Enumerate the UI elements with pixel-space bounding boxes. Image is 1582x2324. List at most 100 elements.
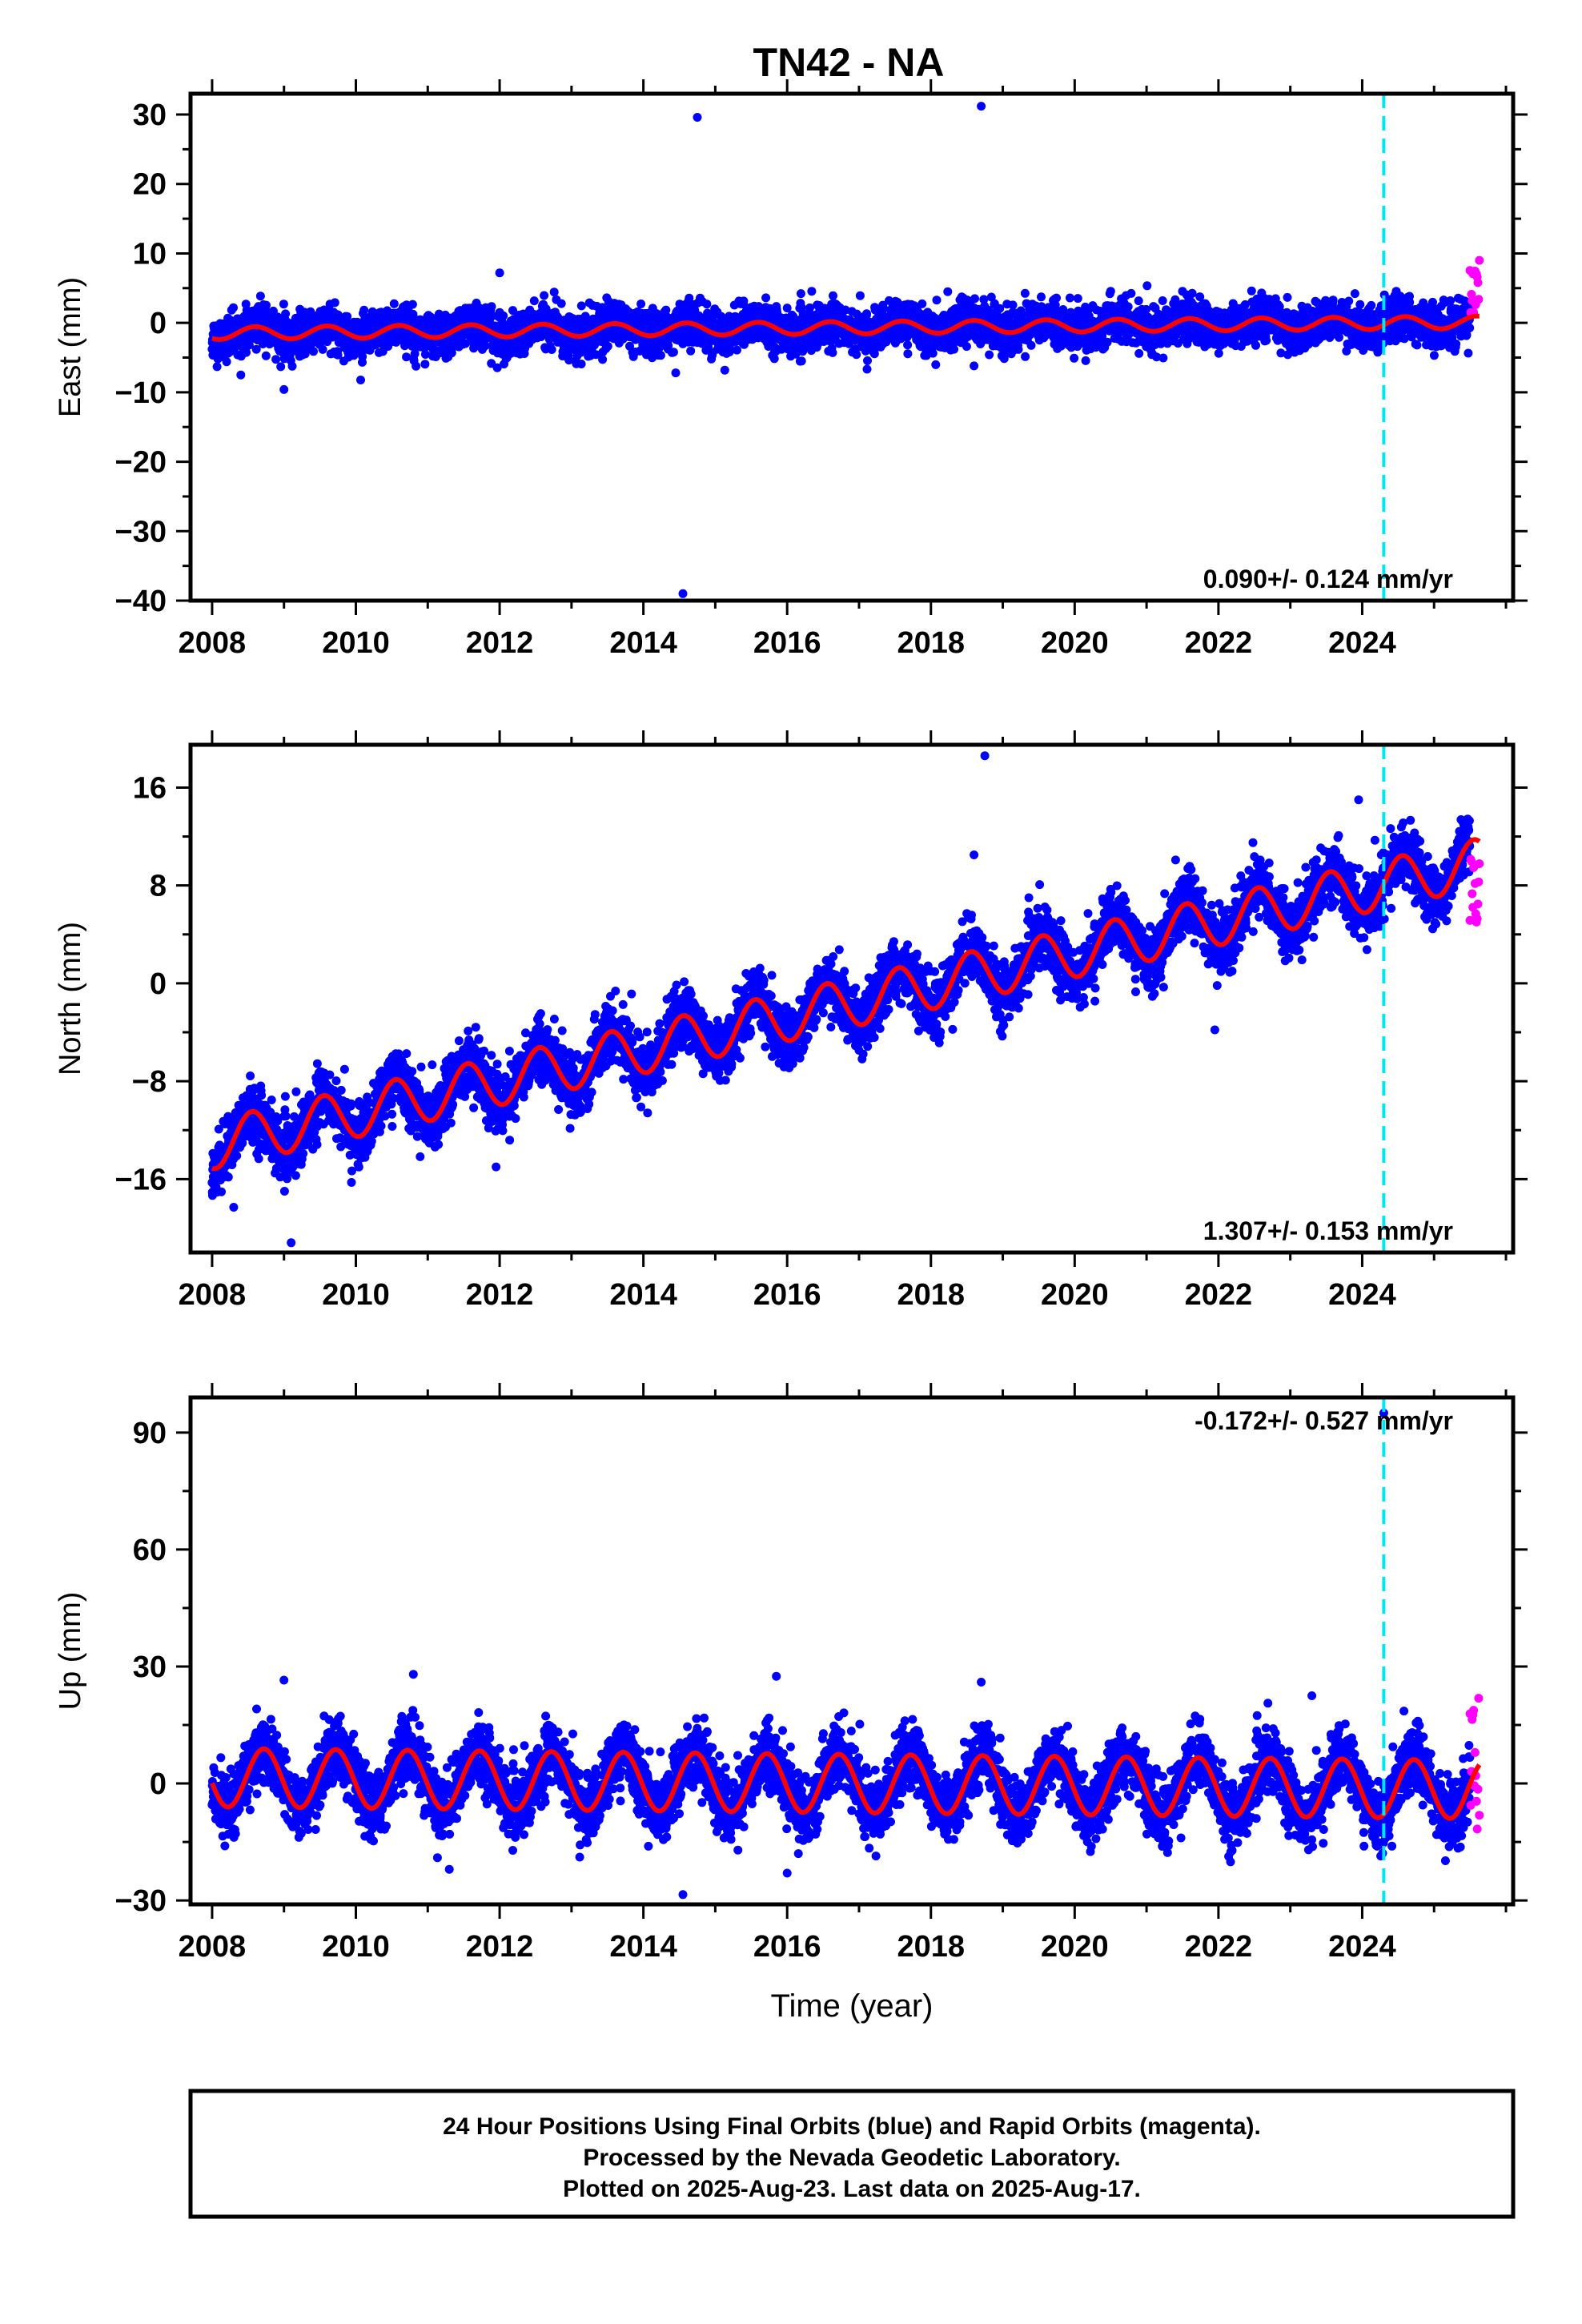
east-data-point	[1251, 340, 1260, 350]
east-data-point	[702, 300, 712, 309]
east-data-point	[1021, 352, 1030, 361]
east-data-point	[1247, 286, 1256, 296]
east-data-point	[576, 360, 586, 368]
east-data-point	[480, 341, 490, 351]
east-data-point	[309, 347, 318, 356]
east-data-point	[1070, 353, 1079, 363]
east-data-point	[1214, 348, 1223, 358]
east-data-point	[1158, 353, 1168, 363]
east-data-point	[828, 348, 837, 357]
east-data-point	[1026, 340, 1036, 350]
east-data-point	[995, 304, 1005, 313]
east-data-point	[400, 341, 410, 351]
east-data-point	[279, 300, 288, 309]
east-data-point	[598, 355, 608, 364]
east-data-point	[359, 305, 369, 315]
east-data-point	[352, 317, 362, 327]
east-data-point	[1073, 294, 1082, 304]
east-data-point	[962, 342, 971, 352]
east-data-point	[591, 350, 600, 360]
east-data-point	[1008, 300, 1018, 310]
east-data-point	[306, 307, 315, 316]
page-title: TN42 - NA	[753, 40, 945, 85]
east-data-point	[564, 356, 574, 365]
east-data-point	[576, 301, 586, 311]
east-data-point	[492, 363, 502, 372]
east-data-point	[499, 311, 508, 320]
east-data-point	[862, 309, 871, 319]
east-data-point	[251, 344, 261, 354]
east-data-point	[1187, 288, 1197, 298]
east-data-point	[943, 287, 953, 296]
east-data-point	[603, 341, 612, 351]
east-data-point	[229, 303, 238, 312]
east-data-point	[1052, 293, 1061, 303]
east-data-point	[855, 291, 865, 300]
east-data-point	[656, 351, 665, 360]
east-data-point	[222, 357, 231, 367]
east-data-point	[863, 356, 872, 365]
east-data-point	[636, 300, 646, 308]
east-data-point	[212, 362, 222, 372]
east-data-point	[358, 352, 367, 361]
east-data-point	[410, 349, 420, 359]
east-data-point	[287, 361, 297, 371]
east-data-point	[739, 296, 749, 306]
east-data-point	[343, 312, 352, 321]
east-data-point	[356, 376, 365, 384]
east-data-point	[1081, 356, 1090, 365]
east-data-point	[244, 340, 254, 350]
east-data-point	[931, 360, 941, 369]
east-data-point	[796, 289, 805, 299]
east-data-point	[903, 349, 913, 359]
east-data-point	[461, 339, 470, 348]
east-data-point	[276, 362, 286, 372]
east-data-point	[807, 287, 817, 296]
east-data-point	[389, 299, 399, 308]
east-data-point	[1142, 281, 1152, 291]
east-data-point	[1134, 296, 1143, 306]
east-data-point	[829, 291, 837, 300]
east-data-point	[281, 309, 291, 319]
east-data-point	[556, 299, 566, 308]
east-data-point	[318, 344, 327, 354]
east-data-point	[1106, 287, 1115, 296]
east-data-point	[733, 345, 741, 355]
east-data-point	[402, 352, 412, 362]
east-data-point	[487, 302, 496, 312]
east-data-point	[928, 348, 938, 358]
east-data-point	[262, 300, 271, 310]
east-data-point	[255, 292, 265, 301]
east-data-point	[1283, 292, 1292, 302]
east-data-point	[333, 350, 343, 360]
east-data-point	[686, 346, 696, 356]
east-data-point	[273, 312, 283, 322]
east-data-point	[1158, 296, 1167, 305]
east-data-point	[420, 350, 430, 359]
east-data-point	[862, 364, 872, 374]
east-data-point	[917, 299, 927, 308]
east-data-point	[1262, 336, 1271, 345]
east-data-point	[932, 296, 942, 305]
east-data-point	[333, 310, 343, 320]
east-data-point	[950, 344, 959, 354]
east-data-point	[549, 287, 559, 297]
east-data-point	[970, 294, 979, 304]
east-data-point	[761, 293, 771, 303]
east-data-point	[720, 365, 729, 375]
east-data-point	[903, 340, 913, 350]
east-data-point	[664, 341, 673, 350]
east-data-point	[330, 298, 339, 308]
east-data-point	[852, 350, 861, 360]
east-data-point	[261, 351, 271, 360]
east-data-point	[547, 345, 556, 354]
east-panel: 2008 2010 2012 2014 2016 2018 2020 2022 20243020…	[54, 79, 1528, 660]
east-data-point	[420, 360, 430, 369]
east-data-point	[1065, 293, 1074, 303]
east-data-point	[529, 296, 539, 306]
east-data-point	[1123, 302, 1133, 312]
east-data-point	[1037, 292, 1046, 302]
east-data-point	[271, 355, 281, 364]
east-data-point	[412, 361, 421, 371]
